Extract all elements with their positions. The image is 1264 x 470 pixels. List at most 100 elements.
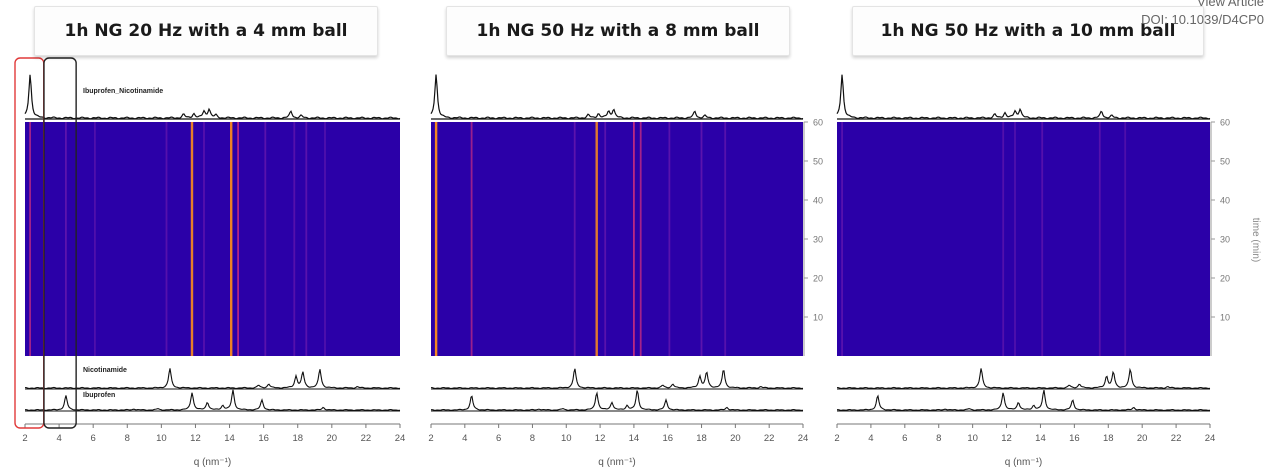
panel-3-title: 1h NG 50 Hz with a 10 mm ball [852, 6, 1204, 56]
q-tick-label: 20 [327, 433, 338, 444]
time-tick-label: 60 [1220, 118, 1230, 128]
q-tick-label: 14 [1035, 433, 1046, 444]
heatmap-band [841, 122, 843, 356]
heatmap-band [203, 122, 205, 356]
heatmap-background [837, 122, 1210, 356]
panel-1: Ibuprofen_Nicotinamide Nicotinamide Ibupro… [14, 57, 406, 468]
q-tick-label: 6 [91, 433, 96, 444]
q-tick-label: 20 [730, 433, 741, 444]
heatmap-band [1041, 122, 1044, 356]
heatmap-band [470, 122, 473, 356]
time-tick-label: 50 [813, 157, 823, 167]
time-tick-label: 50 [1220, 157, 1230, 167]
heatmap-band [633, 122, 635, 356]
heatmap-band [724, 122, 727, 356]
time-tick-label: 30 [813, 235, 823, 245]
reference-trace-label: Nicotinamide [83, 367, 127, 374]
q-tick-label: 10 [967, 433, 978, 444]
heatmap-band [29, 122, 31, 356]
q-axis-label: q (nm⁻¹) [598, 457, 636, 468]
heatmap-band [1124, 122, 1127, 356]
q-tick-label: 16 [662, 433, 673, 444]
heatmap-band [573, 122, 576, 356]
heatmap-background [25, 122, 400, 356]
q-tick-label: 24 [798, 433, 809, 444]
q-tick-label: 2 [428, 433, 433, 444]
q-tick-label: 2 [834, 433, 839, 444]
time-tick-label: 40 [813, 196, 823, 206]
q-tick-label: 14 [629, 433, 640, 444]
reference-trace [24, 368, 401, 390]
heatmap-band [639, 122, 642, 356]
q-tick-label: 6 [902, 433, 907, 444]
reference-trace [836, 389, 1211, 411]
panel-2-title: 1h NG 50 Hz with a 8 mm ball [446, 6, 790, 56]
q-tick-label: 24 [395, 433, 406, 444]
q-tick-label: 16 [258, 433, 269, 444]
q-tick-label: 4 [868, 433, 873, 444]
reference-trace-label: Ibuprofen [83, 392, 115, 399]
time-tick-label: 10 [1220, 313, 1230, 323]
q-tick-label: 2 [22, 433, 27, 444]
heatmap-band [595, 122, 598, 356]
heatmap-band [700, 122, 703, 356]
q-tick-label: 18 [292, 433, 303, 444]
heatmap-band [264, 122, 267, 356]
time-tick-label: 20 [813, 274, 823, 284]
q-tick-label: 22 [1171, 433, 1182, 444]
view-article-link[interactable]: View Article [1197, 0, 1264, 9]
q-tick-label: 20 [1137, 433, 1148, 444]
heatmap-band [1098, 122, 1101, 356]
doi-text: DOI: 10.1039/D4CP0 [1141, 12, 1264, 27]
q-tick-label: 16 [1069, 433, 1080, 444]
q-tick-label: 8 [936, 433, 941, 444]
q-tick-label: 12 [595, 433, 606, 444]
top-trace [836, 74, 1211, 120]
heatmap-background [431, 122, 803, 356]
q-tick-label: 18 [696, 433, 707, 444]
reference-trace [430, 368, 804, 390]
reference-trace [430, 390, 804, 411]
reference-trace [24, 389, 401, 411]
q-tick-label: 14 [224, 433, 235, 444]
q-tick-label: 8 [125, 433, 130, 444]
q-tick-label: 4 [462, 433, 467, 444]
time-axis-label: time (min) [1250, 218, 1261, 262]
q-tick-label: 8 [530, 433, 535, 444]
highlight-box-black [43, 57, 77, 429]
heatmap-band [604, 122, 607, 356]
q-axis-label: q (nm⁻¹) [1005, 457, 1043, 468]
panel-1-title: 1h NG 20 Hz with a 4 mm ball [34, 6, 378, 56]
time-tick-label: 10 [813, 313, 823, 323]
top-trace [24, 74, 401, 120]
heatmap-band [237, 122, 239, 356]
heatmap-band [65, 122, 67, 356]
q-tick-label: 10 [156, 433, 167, 444]
heatmap-band [230, 122, 233, 356]
reference-trace [836, 367, 1211, 390]
heatmap-band [1002, 122, 1005, 356]
time-tick-label: 40 [1220, 196, 1230, 206]
heatmap-band [94, 122, 96, 356]
q-tick-label: 12 [190, 433, 201, 444]
heatmap-band [434, 122, 438, 356]
heatmap-band [190, 122, 194, 356]
q-tick-label: 24 [1205, 433, 1216, 444]
top-trace [430, 74, 804, 120]
q-tick-label: 22 [361, 433, 372, 444]
q-tick-label: 12 [1001, 433, 1012, 444]
time-tick-label: 20 [1220, 274, 1230, 284]
time-tick-label: 60 [813, 118, 823, 128]
heatmap-band [165, 122, 168, 356]
time-tick-label: 30 [1220, 235, 1230, 245]
heatmap-band [668, 122, 671, 356]
q-tick-label: 10 [561, 433, 572, 444]
top-trace-label: Ibuprofen_Nicotinamide [83, 88, 163, 95]
heatmap-band [324, 122, 326, 356]
q-tick-label: 6 [496, 433, 501, 444]
q-axis-label: q (nm⁻¹) [194, 457, 232, 468]
heatmap-band [305, 122, 308, 356]
